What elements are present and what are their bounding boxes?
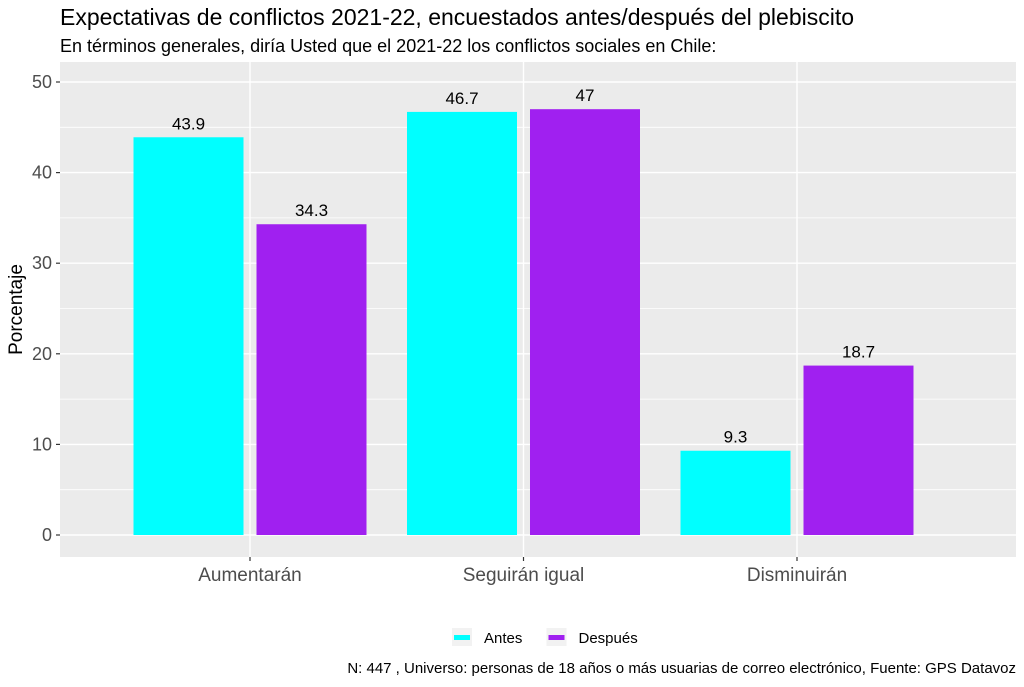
legend-label: Antes bbox=[484, 630, 522, 647]
y-tick-label: 20 bbox=[32, 344, 52, 364]
data-label: 46.7 bbox=[445, 89, 478, 108]
x-tick-label: Seguirán igual bbox=[463, 565, 584, 586]
data-label: 43.9 bbox=[172, 114, 205, 133]
legend-swatch-antes bbox=[454, 635, 470, 640]
bar-después-3 bbox=[803, 365, 914, 535]
y-tick-label: 40 bbox=[32, 163, 52, 183]
x-tick-label: Aumentarán bbox=[198, 565, 302, 586]
data-label: 47 bbox=[576, 86, 595, 105]
data-labels: 43.9 46.7 9.3 34.3 47 18.7 bbox=[172, 86, 875, 447]
bar-antes-1 bbox=[133, 137, 244, 536]
data-label: 34.3 bbox=[295, 201, 328, 220]
bars bbox=[133, 109, 914, 536]
chart-caption: N: 447 , Universo: personas de 18 años o… bbox=[347, 660, 1016, 677]
bar-antes-3 bbox=[680, 450, 791, 535]
y-axis: 0 10 20 30 40 50 bbox=[32, 72, 60, 545]
legend-swatch-después bbox=[548, 635, 565, 640]
legend-label: Después bbox=[579, 630, 638, 647]
data-label: 9.3 bbox=[724, 428, 748, 447]
y-tick-label: 50 bbox=[32, 72, 52, 92]
y-axis-title: Porcentaje bbox=[6, 264, 27, 355]
chart-title: Expectativas de conflictos 2021-22, encu… bbox=[60, 4, 855, 30]
bar-después-1 bbox=[256, 224, 367, 535]
bar-después-2 bbox=[530, 109, 640, 536]
chart-subtitle: En términos generales, diría Usted que e… bbox=[60, 36, 717, 56]
y-tick-label: 10 bbox=[32, 434, 52, 454]
bar-antes-2 bbox=[407, 111, 517, 535]
x-tick-label: Disminuirán bbox=[747, 565, 847, 586]
legend: Antes Después bbox=[452, 628, 638, 647]
data-label: 18.7 bbox=[842, 343, 875, 362]
y-tick-label: 30 bbox=[32, 253, 52, 273]
y-tick-label: 0 bbox=[42, 525, 52, 545]
x-axis: Aumentarán Seguirán igual Disminuirán bbox=[198, 557, 847, 586]
